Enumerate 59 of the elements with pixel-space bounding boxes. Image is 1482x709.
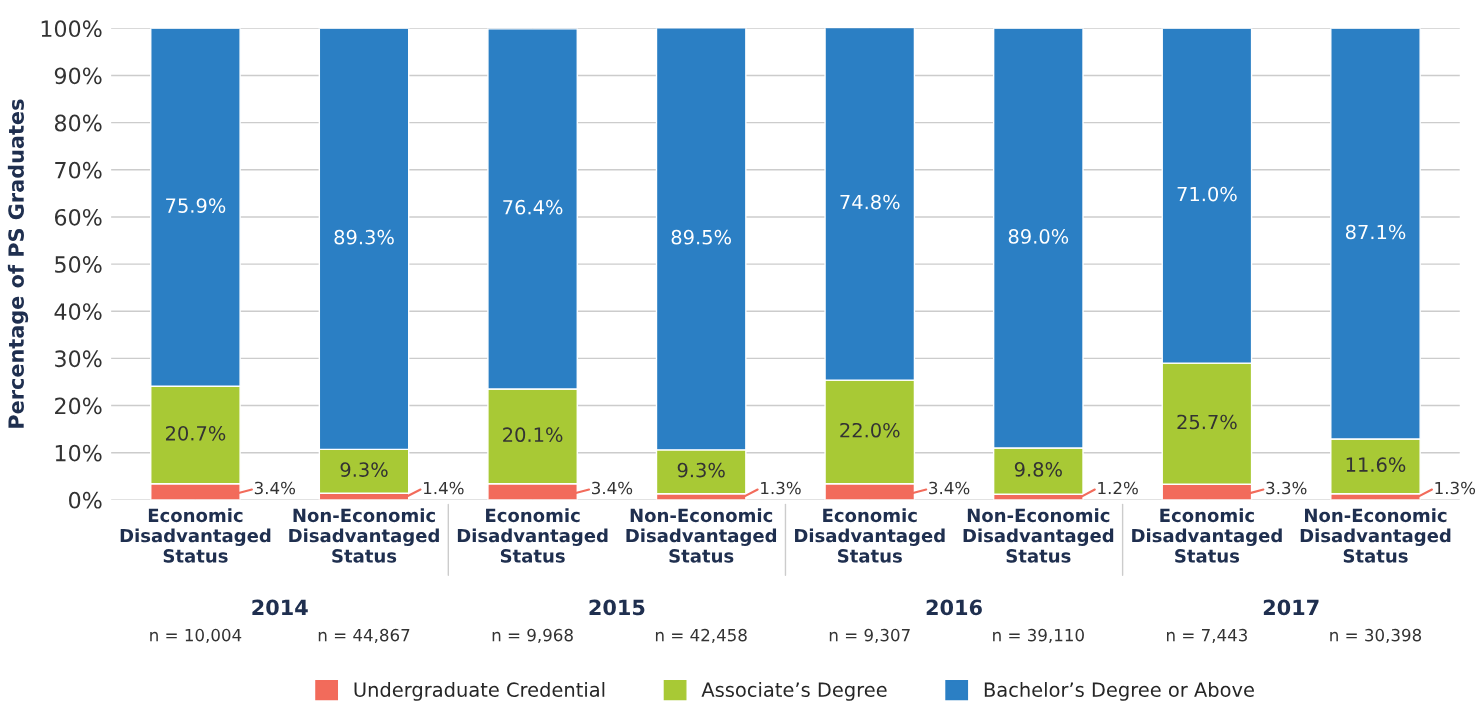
text: n = 7,443 xyxy=(1167,628,1247,644)
data-label: 89.0% xyxy=(1008,229,1069,244)
y-tick-label: 70% xyxy=(55,161,102,179)
data-label: 76.4% xyxy=(503,199,563,215)
y-tick-label: 30% xyxy=(55,350,102,368)
text: n = 39,110 xyxy=(993,628,1084,644)
data-label: 71.0% xyxy=(1177,186,1237,202)
data-label: 3.4% xyxy=(592,481,633,495)
x-tick-label: Economic Disadvantaged Status xyxy=(120,508,271,563)
y-tick-label: 60% xyxy=(54,208,102,226)
text: n = 44,867 xyxy=(318,628,410,644)
data-label: 87.1% xyxy=(1345,224,1406,240)
y-tick-label: 50% xyxy=(55,256,102,273)
text: n = 10,004 xyxy=(150,628,242,644)
x-tick-label: Economic Disadvantaged Status xyxy=(1132,508,1282,563)
data-label: 9.3% xyxy=(677,462,725,478)
y-tick-label: 10% xyxy=(55,444,102,462)
y-tick-label: 100% xyxy=(41,20,102,38)
x-tick-label: Non-Economic Disadvantaged Status xyxy=(626,508,777,563)
data-label: 3.3% xyxy=(1266,481,1307,495)
x-tick-label: Economic Disadvantaged Status xyxy=(457,508,608,563)
text: n = 9,307 xyxy=(829,628,910,644)
data-label: 89.3% xyxy=(334,229,394,245)
data-label: 1.2% xyxy=(1098,481,1138,495)
text: n = 30,398 xyxy=(1330,628,1422,644)
text: 2014 xyxy=(252,599,308,616)
data-label: 74.8% xyxy=(840,194,900,210)
y-tick-label: 40% xyxy=(54,303,102,321)
data-label: 89.5% xyxy=(671,229,731,245)
x-tick-label: Non-Economic Disadvantaged Status xyxy=(1300,508,1451,563)
data-label: 25.7% xyxy=(1177,414,1237,430)
data-label: 3.4% xyxy=(254,481,296,495)
legend-label: Bachelor’s Degree or Above xyxy=(984,681,1254,701)
data-label: 1.4% xyxy=(424,481,464,495)
text: 2016 xyxy=(926,599,982,616)
data-label: 3.4% xyxy=(929,481,970,495)
data-label: 20.1% xyxy=(503,427,563,443)
data-label: 20.7% xyxy=(165,425,226,441)
text: n = 9,968 xyxy=(492,628,573,644)
x-tick-label: Economic Disadvantaged Status xyxy=(795,508,945,563)
y-tick-label: 90% xyxy=(54,67,102,85)
data-label: 1.3% xyxy=(761,481,801,495)
y-tick-label: 20% xyxy=(55,397,102,415)
data-label: 22.0% xyxy=(840,422,900,438)
text: 2015 xyxy=(589,599,645,616)
data-label: 11.6% xyxy=(1346,457,1406,473)
legend-label: Associate’s Degree xyxy=(701,681,887,701)
data-label: 9.8% xyxy=(1014,462,1062,477)
y-tick-label: 80% xyxy=(54,114,102,132)
data-label: 75.9% xyxy=(166,198,226,213)
x-tick-label: Non-Economic Disadvantaged Status xyxy=(289,508,439,563)
y-axis-title: Percentage of PS Graduates xyxy=(7,99,29,428)
data-label: 9.3% xyxy=(340,462,388,477)
legend-label: Undergraduate Credential xyxy=(354,681,605,701)
text: 2017 xyxy=(1263,599,1319,616)
x-tick-label: Non-Economic Disadvantaged Status xyxy=(963,508,1114,563)
text: n = 42,458 xyxy=(655,628,747,644)
data-label: 1.3% xyxy=(1435,481,1476,495)
y-tick-label: 0% xyxy=(69,491,102,509)
